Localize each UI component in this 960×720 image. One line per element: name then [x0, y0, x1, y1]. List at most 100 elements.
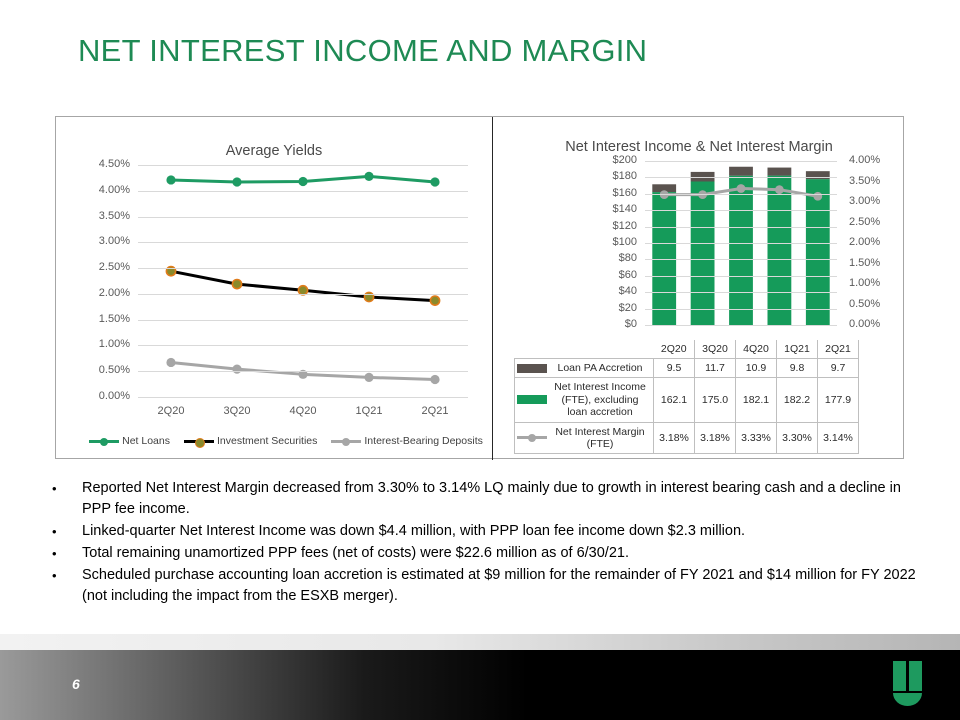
left-y-tick-label: 1.50% — [98, 312, 130, 325]
left-x-tick-label: 2Q21 — [421, 405, 449, 417]
nii-nim-chart: Net Interest Income & Net Interest Margi… — [493, 117, 905, 460]
bar-accretion — [652, 184, 677, 193]
right-gridline — [645, 226, 837, 228]
right-right-axis-tick: 0.50% — [849, 297, 881, 310]
legend-item[interactable]: Net Loans — [89, 435, 170, 447]
left-gridline — [138, 242, 468, 244]
bullet-marker-icon: • — [52, 481, 57, 496]
left-data-point — [430, 177, 440, 187]
right-right-axis-tick: 3.50% — [849, 174, 881, 187]
table-cell: 11.7 — [694, 357, 736, 379]
table-row: Loan PA Accretion 9.5 11.7 10.9 9.8 9.7 — [514, 357, 859, 379]
right-left-axis-tick: $100 — [612, 236, 637, 248]
right-left-axis-tick: $20 — [618, 301, 637, 314]
left-y-tick-label: 4.00% — [98, 183, 130, 196]
bar-nii — [652, 192, 677, 325]
left-data-point — [231, 278, 243, 290]
left-y-tick-label: 3.50% — [98, 209, 130, 222]
left-gridline — [138, 268, 468, 270]
left-data-point — [364, 372, 374, 383]
right-left-axis-tick: $60 — [618, 268, 637, 281]
left-y-tick-label: 2.00% — [98, 286, 130, 299]
table-row-label: Net Interest Income (FTE), excluding loa… — [554, 381, 646, 419]
left-data-point — [429, 295, 441, 306]
right-right-axis-tick: 4.00% — [849, 154, 881, 166]
left-y-tick-label: 3.00% — [98, 235, 130, 248]
right-gridline — [645, 177, 837, 179]
table-row-label-cell: Net Interest Margin (FTE) — [514, 421, 654, 455]
nim-data-point — [775, 185, 784, 195]
right-chart-plot-area — [645, 161, 837, 325]
page-number: 6 — [72, 676, 80, 692]
right-gridline — [645, 275, 837, 277]
left-gridline — [138, 397, 468, 398]
left-gridline — [138, 216, 468, 218]
right-right-axis-tick: 0.00% — [849, 318, 881, 330]
bullet-marker-icon: • — [52, 524, 57, 539]
table-column-header: 4Q20 — [735, 340, 777, 359]
right-left-axis-tick: $80 — [618, 252, 637, 265]
left-gridline — [138, 190, 468, 192]
left-data-point — [232, 364, 242, 374]
table-cell: 3.14% — [817, 421, 859, 455]
bar-accretion — [805, 171, 830, 180]
table-row: Net Interest Margin (FTE) 3.18% 3.18% 3.33%… — [514, 421, 859, 455]
page-title: NET INTEREST INCOME AND MARGIN — [78, 33, 648, 68]
table-cell: 175.0 — [694, 377, 736, 423]
panel-divider — [492, 117, 493, 460]
u-logo — [893, 661, 922, 706]
footer-bar — [0, 650, 960, 720]
table-cell: 9.8 — [776, 357, 818, 379]
bar-nii — [805, 179, 830, 325]
table-column-header: 2Q21 — [817, 340, 859, 359]
table-cell: 9.5 — [653, 357, 695, 379]
left-x-tick-label: 4Q20 — [289, 405, 317, 417]
right-gridline — [645, 161, 837, 162]
bullet-item: • Reported Net Interest Margin decreased … — [48, 478, 928, 520]
right-left-axis-tick: $120 — [612, 219, 637, 232]
left-gridline — [138, 371, 468, 373]
left-data-point — [430, 374, 440, 385]
left-chart-plot-area — [138, 165, 468, 397]
legend-line-marker-icon — [517, 433, 547, 443]
left-y-tick-label: 1.00% — [98, 338, 130, 351]
bullet-item: • Total remaining unamortized PPP fees (n… — [48, 543, 928, 564]
right-left-axis-tick: $200 — [612, 154, 637, 166]
bullet-text: Linked-quarter Net Interest Income was d… — [82, 523, 746, 539]
table-row-label: Net Interest Margin (FTE) — [555, 425, 645, 450]
right-right-axis-tick: 2.50% — [849, 215, 881, 228]
bar-accretion — [729, 166, 753, 176]
left-y-tick-label: 2.50% — [98, 261, 130, 274]
left-y-tick-label: 4.50% — [98, 158, 130, 170]
bullet-marker-icon: • — [52, 568, 57, 583]
bar-accretion — [690, 171, 715, 182]
bullet-marker-icon: • — [52, 546, 57, 561]
table-row-label-cell: Loan PA Accretion — [514, 357, 654, 379]
bullet-item: • Linked-quarter Net Interest Income was … — [48, 521, 928, 542]
table-cell: 10.9 — [735, 357, 777, 379]
bullet-text: Scheduled purchase accounting loan accre… — [82, 567, 916, 604]
right-right-axis-tick: 1.50% — [849, 256, 881, 269]
table-row: Net Interest Income (FTE), excluding loa… — [514, 377, 859, 423]
table-header-row: 2Q20 3Q20 4Q20 1Q21 2Q21 — [515, 340, 859, 359]
legend-item-label: Net Loans — [122, 435, 170, 447]
table-column-header: 2Q20 — [653, 340, 695, 359]
legend-item[interactable]: Interest-Bearing Deposits — [331, 435, 483, 447]
left-gridline — [138, 319, 468, 321]
legend-item[interactable]: Investment Securities — [184, 435, 317, 448]
bar-accretion — [767, 167, 792, 176]
table-cell: 182.2 — [776, 377, 818, 423]
right-left-axis-tick: $40 — [618, 285, 637, 298]
right-left-axis-tick: $140 — [612, 203, 637, 216]
legend-swatch-icon — [517, 363, 547, 373]
table-cell: 162.1 — [653, 377, 695, 423]
bar-nii — [767, 175, 792, 325]
right-chart-svg — [652, 166, 830, 325]
bar-nii — [729, 175, 753, 325]
right-gridline — [645, 325, 837, 326]
bullet-text: Total remaining unamortized PPP fees (ne… — [82, 545, 629, 561]
left-x-tick-label: 2Q20 — [157, 405, 185, 417]
right-right-axis-tick: 3.00% — [849, 195, 881, 207]
left-chart-svg — [165, 171, 441, 385]
right-left-axis-tick: $180 — [612, 170, 637, 183]
